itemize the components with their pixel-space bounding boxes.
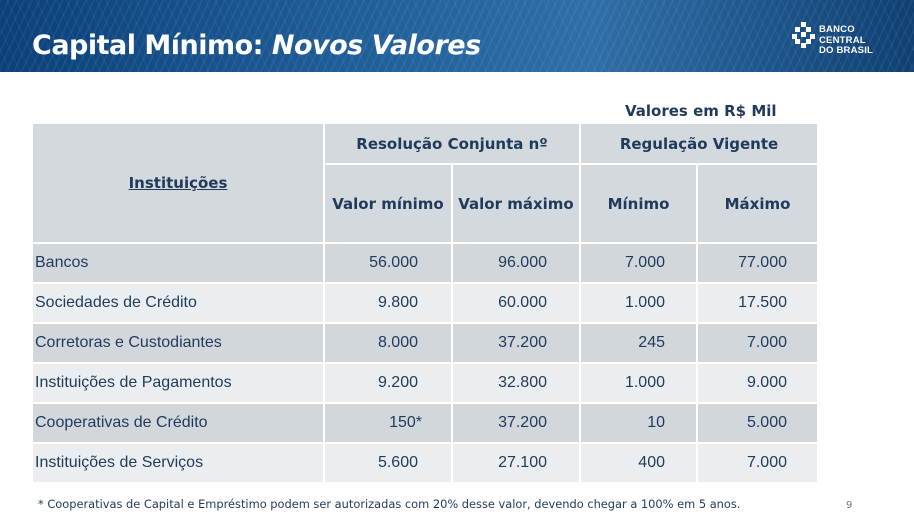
logo-line-1: BANCO CENTRAL: [819, 24, 866, 46]
row-institution-name: Corretoras e Custodiantes: [31, 322, 325, 364]
institutions-header: Instituições: [128, 174, 228, 192]
current-regulation-group-header: Regulação Vigente: [579, 122, 819, 165]
row-valor-maximo: 37.200: [451, 402, 581, 444]
footnote: * Cooperativas de Capital e Empréstimo p…: [38, 497, 741, 511]
row-maximo: 17.500: [696, 282, 819, 324]
row-minimo: 10: [579, 402, 698, 444]
capital-table: Instituições Resolução Conjunta nº Regul…: [31, 122, 819, 484]
table-row: Instituições de Serviços 5.600 27.100 40…: [31, 442, 819, 484]
row-institution-name: Instituições de Serviços: [31, 442, 325, 484]
row-minimo: 1.000: [579, 362, 698, 404]
bank-logo: BANCO CENTRAL DO BRASIL: [792, 22, 904, 56]
table-row: Corretoras e Custodiantes 8.000 37.200 2…: [31, 322, 819, 364]
table-row: Bancos 56.000 96.000 7.000 77.000: [31, 242, 819, 284]
row-minimo: 1.000: [579, 282, 698, 324]
row-maximo: 5.000: [696, 402, 819, 444]
row-maximo: 7.000: [696, 322, 819, 364]
institutions-header-cell: Instituições: [31, 122, 325, 244]
resolution-group-header: Resolução Conjunta nº: [323, 122, 581, 165]
row-minimo: 245: [579, 322, 698, 364]
slide-title: Capital Mínimo: Novos Valores: [32, 30, 481, 61]
row-institution-name: Bancos: [31, 242, 325, 284]
col-valor-maximo-header: Valor máximo: [451, 163, 581, 244]
units-note: Valores em R$ Mil: [625, 102, 777, 120]
row-valor-minimo: 9.800: [323, 282, 453, 324]
table-row: Cooperativas de Crédito 150* 37.200 10 5…: [31, 402, 819, 444]
slide-title-italic: Novos Valores: [271, 30, 481, 61]
slide-title-plain: Capital Mínimo:: [32, 30, 272, 61]
row-minimo: 400: [579, 442, 698, 484]
row-maximo: 7.000: [696, 442, 819, 484]
row-institution-name: Instituições de Pagamentos: [31, 362, 325, 404]
table-row: Sociedades de Crédito 9.800 60.000 1.000…: [31, 282, 819, 324]
table-group-header-row: Instituições Resolução Conjunta nº Regul…: [31, 122, 819, 244]
slide-header: Capital Mínimo: Novos Valores BANCO CENT…: [0, 0, 914, 72]
row-institution-name: Cooperativas de Crédito: [31, 402, 325, 444]
logo-line-2: DO BRASIL: [819, 45, 874, 56]
table-row: Instituições de Pagamentos 9.200 32.800 …: [31, 362, 819, 404]
row-valor-maximo: 32.800: [451, 362, 581, 404]
logo-text: BANCO CENTRAL DO BRASIL: [819, 24, 904, 57]
row-valor-maximo: 96.000: [451, 242, 581, 284]
col-valor-minimo-header: Valor mínimo: [323, 163, 453, 244]
row-maximo: 9.000: [696, 362, 819, 404]
row-minimo: 7.000: [579, 242, 698, 284]
row-valor-maximo: 27.100: [451, 442, 581, 484]
row-valor-minimo: 9.200: [323, 362, 453, 404]
row-valor-minimo: 56.000: [323, 242, 453, 284]
row-valor-minimo: 8.000: [323, 322, 453, 364]
col-maximo-header: Máximo: [696, 163, 819, 244]
row-valor-maximo: 37.200: [451, 322, 581, 364]
row-valor-minimo: 5.600: [323, 442, 453, 484]
page-number: 9: [846, 500, 853, 511]
banco-central-logo-icon: [792, 22, 815, 48]
table-column-header-row: Valor mínimo Valor máximo Mínimo Máximo: [32, 163, 819, 244]
col-minimo-header: Mínimo: [579, 163, 698, 244]
row-valor-maximo: 60.000: [451, 282, 581, 324]
row-valor-minimo: 150*: [323, 402, 453, 444]
row-maximo: 77.000: [696, 242, 819, 284]
row-institution-name: Sociedades de Crédito: [31, 282, 325, 324]
